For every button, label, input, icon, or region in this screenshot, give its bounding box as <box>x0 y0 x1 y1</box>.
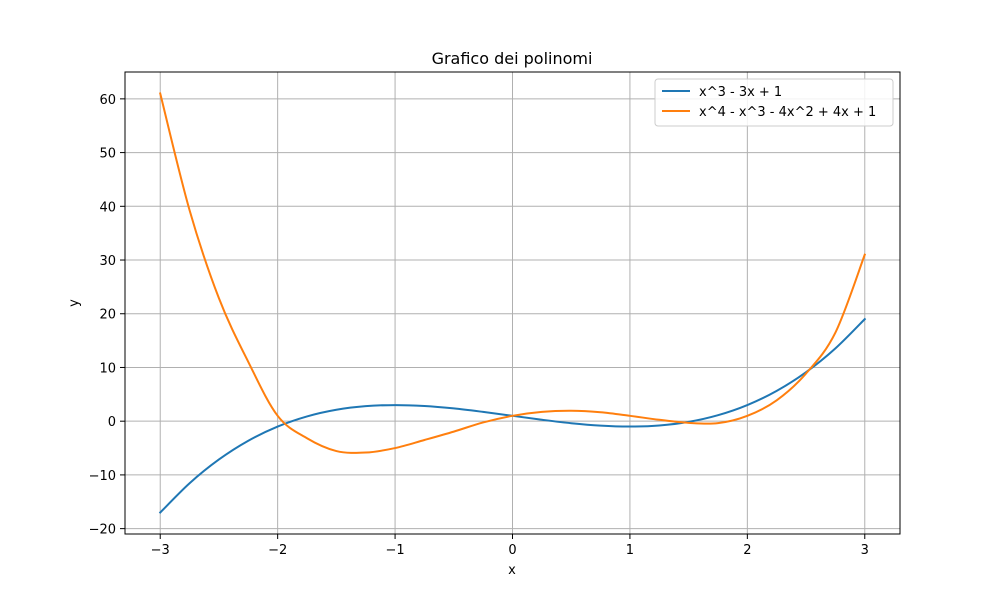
y-tick-label: −10 <box>89 469 116 484</box>
legend-label-series-2: x^4 - x^3 - 4x^2 + 4x + 1 <box>699 105 876 120</box>
series-group <box>158 92 867 514</box>
grid-lines <box>125 72 900 534</box>
x-tick-label: 2 <box>743 543 751 558</box>
y-tick-label: −20 <box>89 523 116 538</box>
legend-label-series-1: x^3 - 3x + 1 <box>699 85 782 100</box>
x-tick-label: 0 <box>508 543 516 558</box>
y-tick-label: 10 <box>99 361 116 376</box>
y-tick-label: 20 <box>99 308 116 323</box>
x-axis-label: x <box>508 563 516 578</box>
legend-box <box>654 78 894 127</box>
x-tick-label: −2 <box>268 543 287 558</box>
x-tick-label: −3 <box>151 543 170 558</box>
series-line-2 <box>159 92 867 454</box>
x-tick-label: 3 <box>861 543 869 558</box>
y-tick-label: 0 <box>108 415 116 430</box>
chart-title: Grafico dei polinomi <box>432 49 593 68</box>
y-axis-label: y <box>67 299 82 307</box>
y-tick-label: 50 <box>99 147 116 162</box>
y-tick-label: 40 <box>99 200 116 215</box>
x-tick-label: −1 <box>385 543 404 558</box>
y-tick-label: 30 <box>99 254 116 269</box>
y-tick-label: 60 <box>99 93 116 108</box>
legend: x^3 - 3x + 1 x^4 - x^3 - 4x^2 + 4x + 1 <box>654 78 894 127</box>
x-tick-label: 1 <box>626 543 634 558</box>
